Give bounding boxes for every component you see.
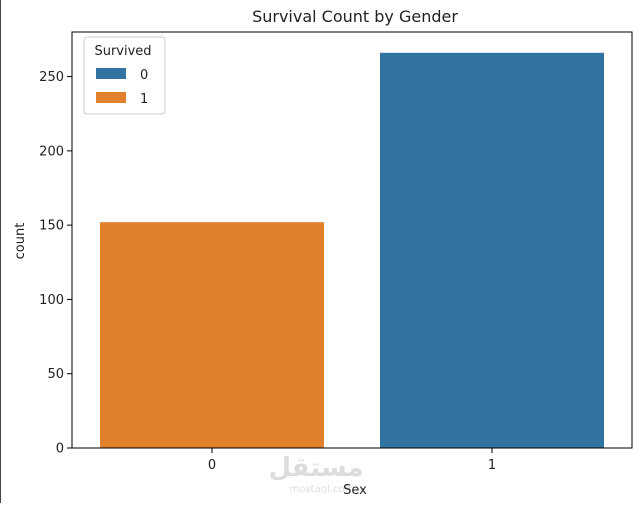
watermark-logo: مستقل mostaql.com (268, 453, 363, 495)
y-tick-label: 0 (56, 442, 64, 457)
watermark-subtext: mostaql.com (290, 484, 355, 495)
watermark-text: مستقل (268, 453, 363, 483)
chart-title: Survival Count by Gender (252, 7, 458, 26)
y-axis-label: count (13, 223, 28, 260)
plot-frame (71, 31, 633, 449)
legend-swatch-0 (96, 68, 126, 79)
x-tick-label: 0 (208, 458, 216, 473)
y-tick-label: 150 (39, 219, 64, 234)
x-axis-label: Sex (343, 483, 367, 498)
legend-swatch-1 (96, 92, 126, 103)
bar-sex-0-survived-1 (100, 222, 324, 448)
y-tick-label: 100 (39, 293, 64, 308)
legend-title: Survived (94, 44, 151, 59)
y-tick-label: 250 (39, 70, 64, 85)
axes-layer: 0 50 100 150 200 250 0 1 (39, 31, 633, 473)
legend-label-1: 1 (140, 92, 148, 107)
bar-sex-1-survived-0 (380, 52, 604, 449)
x-tick-label: 1 (488, 458, 496, 473)
y-tick-label: 50 (47, 367, 64, 382)
bars-layer (100, 52, 604, 449)
legend-label-0: 0 (140, 68, 148, 83)
legend: Survived 0 1 (83, 36, 166, 115)
y-tick-label: 200 (39, 144, 64, 159)
